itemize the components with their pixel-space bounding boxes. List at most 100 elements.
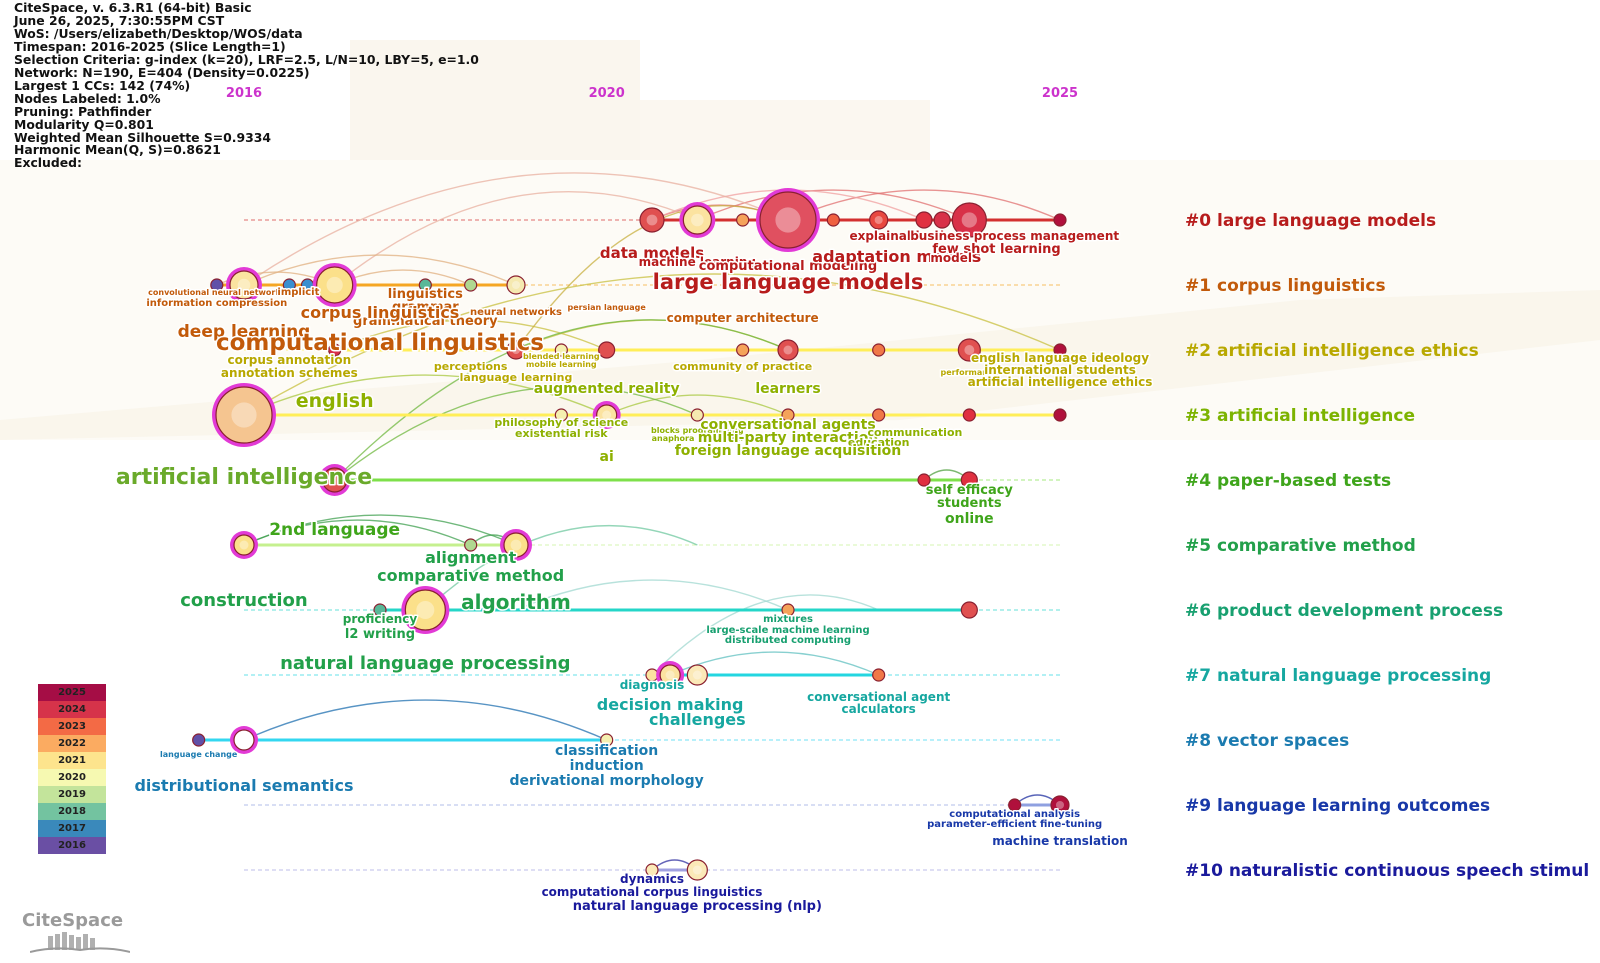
keyword-node[interactable] xyxy=(464,278,478,292)
keyword-node[interactable] xyxy=(686,859,708,881)
cluster-label[interactable]: #0 large language models xyxy=(1185,211,1436,231)
cluster-label[interactable]: #2 artificial intelligence ethics xyxy=(1185,341,1479,361)
keyword-node[interactable] xyxy=(554,343,568,357)
keyword-label: philosophy of science xyxy=(494,416,628,429)
keyword-node[interactable] xyxy=(506,340,526,360)
keyword-node[interactable] xyxy=(210,278,224,292)
keyword-node[interactable] xyxy=(690,408,704,422)
keyword-node[interactable] xyxy=(1008,798,1022,812)
node-body xyxy=(1008,798,1022,812)
node-body xyxy=(1053,213,1067,227)
keyword-node[interactable] xyxy=(957,338,981,362)
keyword-node[interactable] xyxy=(736,343,750,357)
keyword-label: self efficacy xyxy=(926,483,1014,498)
keyword-label: mobile learning xyxy=(526,360,597,369)
keyword-node[interactable] xyxy=(554,408,568,422)
keyword-node[interactable] xyxy=(826,213,840,227)
node-core xyxy=(1055,800,1065,810)
keyword-label: machine learning xyxy=(639,255,756,269)
keyword-node[interactable] xyxy=(917,473,931,487)
keyword-node[interactable] xyxy=(192,733,206,747)
keyword-node[interactable] xyxy=(328,343,342,357)
keyword-node[interactable] xyxy=(282,278,296,292)
keyword-node[interactable] xyxy=(418,278,432,292)
keyword-node[interactable] xyxy=(756,188,820,252)
cluster-label[interactable]: #10 naturalistic continuous speech stimu… xyxy=(1185,861,1589,881)
node-core xyxy=(237,278,251,292)
node-body xyxy=(690,408,704,422)
keyword-node[interactable] xyxy=(872,668,886,682)
keyword-node[interactable] xyxy=(777,339,799,361)
cluster-label[interactable]: #6 product development process xyxy=(1185,601,1503,621)
cluster-label[interactable]: #4 paper-based tests xyxy=(1185,471,1391,491)
keyword-node[interactable] xyxy=(933,211,951,229)
keyword-node[interactable] xyxy=(373,603,387,617)
node-body xyxy=(192,733,206,747)
node-core xyxy=(775,207,801,233)
node-core xyxy=(416,601,435,619)
keyword-node[interactable] xyxy=(872,408,886,422)
node-core xyxy=(961,212,977,228)
keyword-nodes[interactable] xyxy=(192,188,1070,881)
keyword-node[interactable] xyxy=(464,538,478,552)
citation-link xyxy=(334,191,698,286)
keyword-node[interactable] xyxy=(318,464,351,496)
keyword-node[interactable] xyxy=(401,586,450,634)
keyword-node[interactable] xyxy=(869,210,889,230)
keyword-node[interactable] xyxy=(600,733,614,747)
keyword-node[interactable] xyxy=(781,603,795,617)
cluster-label[interactable]: #8 vector spaces xyxy=(1185,731,1349,751)
keyword-label: decision making xyxy=(597,695,744,714)
keyword-node[interactable] xyxy=(656,661,685,689)
node-body xyxy=(951,202,987,238)
keyword-node[interactable] xyxy=(230,531,258,559)
keyword-node[interactable] xyxy=(960,471,978,489)
keyword-label: explainable ai xyxy=(849,229,944,243)
legend-swatch: 2018 xyxy=(38,803,106,820)
citation-link xyxy=(606,394,789,416)
keyword-label: l2 writing xyxy=(345,627,415,642)
keyword-node[interactable] xyxy=(686,664,708,686)
cluster-labels[interactable]: #0 large language models #1 corpus lingui… xyxy=(1185,211,1589,881)
keyword-node[interactable] xyxy=(230,726,258,754)
citation-link xyxy=(515,579,789,611)
keyword-label: dynamics xyxy=(620,872,684,886)
keyword-node[interactable] xyxy=(598,341,616,359)
citation-link xyxy=(243,699,607,741)
node-core xyxy=(665,670,675,680)
keyword-node[interactable] xyxy=(506,275,526,295)
keyword-node[interactable] xyxy=(639,207,665,233)
keyword-node[interactable] xyxy=(645,863,659,877)
keyword-node[interactable] xyxy=(781,408,795,422)
keyword-node[interactable] xyxy=(736,213,750,227)
citation-link xyxy=(787,189,1061,221)
cluster-label[interactable]: #3 artificial intelligence xyxy=(1185,406,1415,426)
keyword-node[interactable] xyxy=(679,202,716,238)
citation-link xyxy=(243,514,517,546)
node-body xyxy=(872,408,886,422)
keyword-node[interactable] xyxy=(592,401,621,429)
keyword-node[interactable] xyxy=(1053,213,1067,227)
cluster-label[interactable]: #9 language learning outcomes xyxy=(1185,796,1490,816)
keyword-label: conversational agents xyxy=(700,417,875,433)
keyword-node[interactable] xyxy=(212,383,276,447)
keyword-node[interactable] xyxy=(962,408,976,422)
keyword-node[interactable] xyxy=(1053,343,1067,357)
legend-swatch: 2016 xyxy=(38,837,106,854)
keyword-node[interactable] xyxy=(951,202,987,238)
keyword-node[interactable] xyxy=(1050,795,1070,815)
cluster-label[interactable]: #1 corpus linguistics xyxy=(1185,276,1386,296)
node-body xyxy=(781,408,795,422)
keyword-node[interactable] xyxy=(226,267,262,303)
year-label: 2016 xyxy=(226,86,262,101)
cluster-label[interactable]: #5 comparative method xyxy=(1185,536,1416,556)
keyword-node[interactable] xyxy=(500,529,532,561)
cluster-label[interactable]: #7 natural language processing xyxy=(1185,666,1491,686)
keyword-node[interactable] xyxy=(872,343,886,357)
keyword-node[interactable] xyxy=(312,263,357,307)
keyword-node[interactable] xyxy=(1053,408,1067,422)
node-body xyxy=(736,343,750,357)
keyword-node[interactable] xyxy=(915,211,933,229)
keyword-node[interactable] xyxy=(960,601,978,619)
